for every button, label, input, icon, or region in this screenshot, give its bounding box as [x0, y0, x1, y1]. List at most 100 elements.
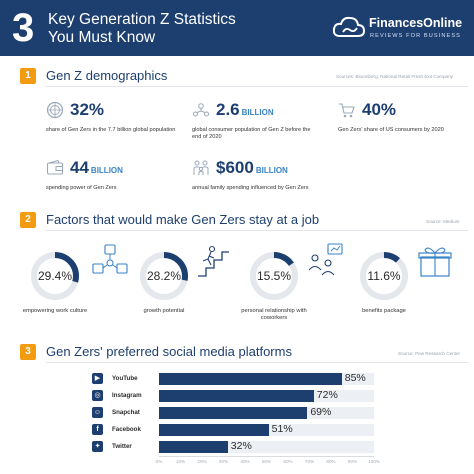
platform-percent: 32%: [230, 440, 252, 452]
donut-arc: [250, 252, 298, 300]
section2-source: Source: Medium: [426, 219, 460, 224]
snapchat-icon: ☺: [92, 407, 103, 418]
platform-row: ▶ YouTube: [92, 373, 472, 385]
youtube-icon: ▶: [92, 373, 103, 384]
stat-value: 44 BILLION: [70, 158, 123, 177]
section1-source: Sources: Bloomberg, National Retail Fres…: [336, 74, 453, 79]
factor-value: 15.5%: [256, 269, 292, 283]
logo-tagline: REVIEWS FOR BUSINESS: [370, 33, 462, 39]
stat-us-consumers: 40% Gen Zers' share of US consumers by 2…: [338, 100, 463, 150]
family-icon: [193, 160, 209, 175]
x-axis-tick: 90%: [347, 459, 358, 464]
stat-family-spending: $600 BILLION annual family spending influ…: [192, 158, 342, 194]
platform-bar: [159, 407, 308, 419]
instagram-icon: ◎: [92, 390, 103, 401]
stat-description: share of Gen Zers in the 7.7 billion glo…: [46, 127, 176, 133]
x-axis-tick: 0%: [155, 459, 163, 464]
coworkers-icon: [308, 243, 343, 276]
platform-name: Snapchat: [112, 409, 140, 416]
section1-divider: [46, 86, 468, 87]
platform-row: f Facebook: [92, 424, 472, 436]
section1-title: Gen Z demographics: [46, 68, 168, 83]
x-axis-tick: 30%: [218, 459, 229, 464]
people-network-icon: [193, 103, 209, 117]
x-axis-tick: 20%: [197, 459, 207, 464]
factor-value: 11.6%: [367, 269, 401, 283]
facebook-icon: f: [92, 424, 103, 435]
factor-label: growth potential: [143, 308, 185, 314]
platform-percent: 85%: [344, 372, 366, 384]
twitter-icon: ✦: [92, 441, 103, 452]
globe-icon: [46, 101, 64, 119]
platform-row: ☺ Snapchat: [92, 407, 472, 419]
climbing-steps-icon: [198, 245, 229, 277]
x-axis-tick: 70%: [304, 459, 315, 464]
donut-arc: [140, 252, 188, 300]
platform-percent: 72%: [316, 389, 338, 401]
stat-description: global consumer population of Gen Z befo…: [192, 127, 311, 141]
financesonline-logo[interactable]: FinancesOnline REVIEWS FOR BUSINESS: [332, 14, 467, 44]
factor-label: benefits package: [362, 308, 406, 314]
page-title: Key Generation Z Statistics You Must Kno…: [48, 11, 236, 47]
factor-donut: 29.4%: [27, 248, 83, 304]
stat-value: 2.6 BILLION: [216, 100, 274, 119]
section3-divider: [46, 362, 468, 363]
platform-bar: [159, 441, 228, 453]
factor-donut: 15.5%: [246, 248, 302, 304]
donut-ring: [140, 252, 188, 300]
factor-label: personal relationship with coworkers: [241, 308, 307, 322]
x-axis-tick: 10%: [175, 459, 186, 464]
wallet-icon: [46, 159, 64, 175]
factor-donut: 11.6%: [356, 248, 412, 304]
factor-value: 29.4%: [37, 269, 73, 283]
section2-divider: [46, 230, 468, 231]
stat-description: annual family spending influenced by Gen…: [192, 185, 309, 191]
x-axis-line: [159, 456, 374, 457]
platform-percent: 51%: [271, 423, 293, 435]
donut-ring: [31, 252, 79, 300]
stat-value: 40%: [362, 100, 397, 119]
gift-icon: [418, 247, 452, 277]
platform-row: ◎ Instagram: [92, 390, 472, 402]
x-axis-tick: 80%: [326, 459, 336, 464]
factor-label: empowering work culture: [22, 308, 88, 314]
stat-value: 32%: [70, 100, 105, 119]
donut-arc: [360, 252, 408, 300]
factor-value: 28.2%: [146, 269, 182, 283]
donut-ring: [360, 252, 408, 300]
donut-ring: [250, 252, 298, 300]
platform-name: Twitter: [112, 443, 132, 450]
stat-description: Gen Zers' share of US consumers by 2020: [338, 127, 444, 133]
cloud-logo-icon: [332, 16, 366, 37]
section1-badge: 1: [20, 68, 36, 84]
x-axis-tick: 60%: [283, 459, 293, 464]
header-number: 3: [12, 6, 35, 50]
platform-name: YouTube: [112, 375, 138, 382]
team-network-icon: [92, 244, 128, 274]
shopping-cart-icon: [339, 103, 355, 118]
stat-global-consumers: 2.6 BILLION global consumer population of…: [192, 100, 322, 150]
stat-description: spending power of Gen Zers: [46, 185, 117, 191]
logo-name: FinancesOnline: [369, 16, 463, 30]
platform-bar: [159, 390, 314, 402]
platform-bar: [159, 424, 269, 436]
stat-value: $600 BILLION: [216, 158, 288, 177]
section3-title: Gen Zers' preferred social media platfor…: [46, 344, 292, 359]
platform-row: ✦ Twitter: [92, 441, 472, 453]
platform-name: Instagram: [112, 392, 142, 399]
section3-badge: 3: [20, 344, 36, 360]
section2-title: Factors that would make Gen Zers stay at…: [46, 212, 320, 227]
platform-name: Facebook: [112, 426, 141, 433]
platform-percent: 69%: [310, 406, 332, 418]
page-title-line2: You Must Know: [48, 29, 156, 46]
donut-arc: [31, 252, 79, 300]
x-axis-tick: 40%: [240, 459, 250, 464]
stat-spending-power: 44 BILLION spending power of Gen Zers: [46, 158, 186, 194]
section3-source: Source: Pew Research Center: [398, 351, 461, 356]
platform-bar: [159, 373, 342, 385]
factor-donut: 28.2%: [136, 248, 192, 304]
stat-gen-z-share: 32% share of Gen Zers in the 7.7 billion…: [46, 100, 186, 150]
x-axis-tick: 50%: [261, 459, 272, 464]
section2-badge: 2: [20, 212, 36, 228]
page-title-line1: Key Generation Z Statistics: [48, 11, 236, 28]
